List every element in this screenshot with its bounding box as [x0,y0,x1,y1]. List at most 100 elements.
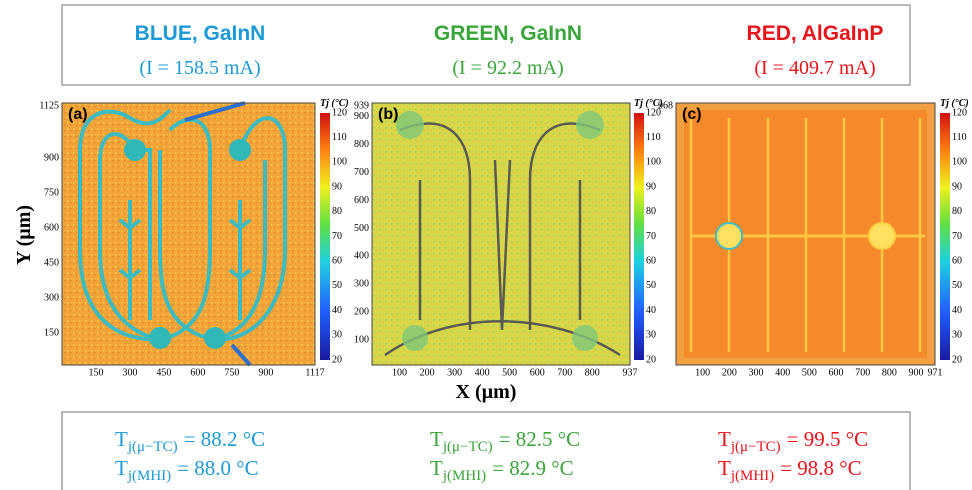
colorbar-tick-label: 50 [332,280,342,291]
x-tick-label: 300 [122,367,137,378]
symbol: T [115,427,128,451]
thermal-map-b [372,103,630,365]
colorbar-tick-label: 70 [646,231,656,242]
symbol: T [115,456,128,480]
x-tick-label: 500 [502,367,517,378]
y-tick-label: 800 [354,139,369,150]
x-tick-label: 200 [420,367,435,378]
colorbar-tick-label: 40 [646,305,656,316]
temperature-line: Tj(μ−TC)= 82.5 °C [430,427,580,455]
panel-label: (b) [378,106,398,123]
x-tick-label: 600 [829,367,844,378]
symbol: T [430,456,443,480]
colorbar-tick-label: 60 [952,255,962,266]
panel-current: (I = 158.5 mA) [139,57,260,79]
x-tick-label: 700 [557,367,572,378]
colorbar-tick-label: 30 [332,330,342,341]
colorbar-tick-label: 50 [952,280,962,291]
x-tick-label: 971 [928,367,943,378]
subscript: j(μ−TC) [730,439,781,455]
y-tick-label: 700 [354,167,369,178]
x-tick-label: 900 [258,367,273,378]
x-axis-label: X (µm) [456,381,517,403]
y-tick-label: 300 [354,279,369,290]
colorbar-tick-label: 40 [952,305,962,316]
value: = 98.8 °C [780,456,862,480]
value: = 88.0 °C [177,456,259,480]
x-tick-label: 500 [802,367,817,378]
temperature-line: Tj(μ−TC) = 88.2 °C [115,427,265,455]
x-tick-label: 450 [156,367,171,378]
value: = 82.5 °C [499,427,581,451]
y-tick-label: 400 [354,251,369,262]
y-axis-label: Y (µm) [13,205,35,265]
x-tick-label: 700 [855,367,870,378]
colorbar-tick-label: 80 [646,206,656,217]
x-tick-label: 100 [695,367,710,378]
colorbar-tick-label: 100 [952,157,967,168]
thermal-map-a [62,103,315,365]
x-tick-label: 800 [882,367,897,378]
thermal-map-c [676,103,935,365]
y-tick-label: 750 [44,188,59,199]
subscript: j(MHI) [442,468,486,484]
x-tick-label: 600 [190,367,205,378]
colorbar-tick-label: 30 [952,330,962,341]
temperature-line: Tj(MHI)= 88.0 °C [115,456,259,484]
panel-current: (I = 92.2 mA) [452,57,563,79]
temperature-line: Tj(MHI) = 98.8 °C [718,456,862,484]
temperature-line: Tj(μ−TC) = 99.5 °C [718,427,868,455]
x-tick-label: 937 [623,367,638,378]
colorbar-tick-label: 110 [646,132,661,143]
subscript: j(μ−TC) [127,439,178,455]
panel-title: GREEN, GaInN [434,22,582,45]
colorbar-tick-label: 60 [646,255,656,266]
y-tick-label: 939 [354,100,369,111]
value: = 99.5 °C [787,427,869,451]
panel-current: (I = 409.7 mA) [754,57,875,79]
colorbar-tick-label: 80 [952,206,962,217]
y-tick-label: 600 [44,223,59,234]
x-tick-label: 400 [775,367,790,378]
temperature-line: Tj(MHI) = 82.9 °C [430,456,574,484]
x-tick-label: 100 [392,367,407,378]
y-tick-label: 900 [44,153,59,164]
panel-title: BLUE, GaInN [135,22,266,45]
colorbar-tick-label: 90 [952,181,962,192]
colorbar [320,113,330,360]
colorbar-tick-label: 110 [952,132,967,143]
y-tick-label: 500 [354,223,369,234]
subscript: j(MHI) [730,468,774,484]
colorbar-tick-label: 90 [646,181,656,192]
colorbar-tick-label: 20 [332,354,342,365]
colorbar-tick-label: 120 [332,107,347,118]
colorbar-tick-label: 110 [332,132,347,143]
colorbar-tick-label: 90 [332,181,342,192]
y-tick-label: 1125 [39,100,59,111]
colorbar-tick-label: 100 [332,157,347,168]
panel-label: (a) [68,106,88,123]
value: = 88.2 °C [184,427,266,451]
panel-title: RED, AlGaInP [747,22,884,45]
y-tick-label: 600 [354,195,369,206]
colorbar [940,113,950,360]
colorbar-tick-label: 100 [646,157,661,168]
colorbar-tick-label: 70 [952,231,962,242]
y-tick-label: 150 [44,327,59,338]
value: = 82.9 °C [492,456,574,480]
y-tick-label: 968 [658,100,673,111]
x-tick-label: 600 [530,367,545,378]
figure: BLUE, GaInN (I = 158.5 mA) GREEN, GaInN (I … [0,0,972,490]
x-tick-label: 750 [224,367,239,378]
colorbar-tick-label: 30 [646,330,656,341]
colorbar-tick-label: 80 [332,206,342,217]
symbol: T [718,427,731,451]
page: BLUE, GaInN (I = 158.5 mA) GREEN, GaInN (I … [0,0,972,490]
symbol: T [718,456,731,480]
y-tick-label: 300 [44,292,59,303]
colorbar-tick-label: 120 [952,107,967,118]
colorbar-tick-label: 20 [952,354,962,365]
x-tick-label: 300 [447,367,462,378]
x-tick-label: 300 [749,367,764,378]
y-tick-label: 100 [354,334,369,345]
